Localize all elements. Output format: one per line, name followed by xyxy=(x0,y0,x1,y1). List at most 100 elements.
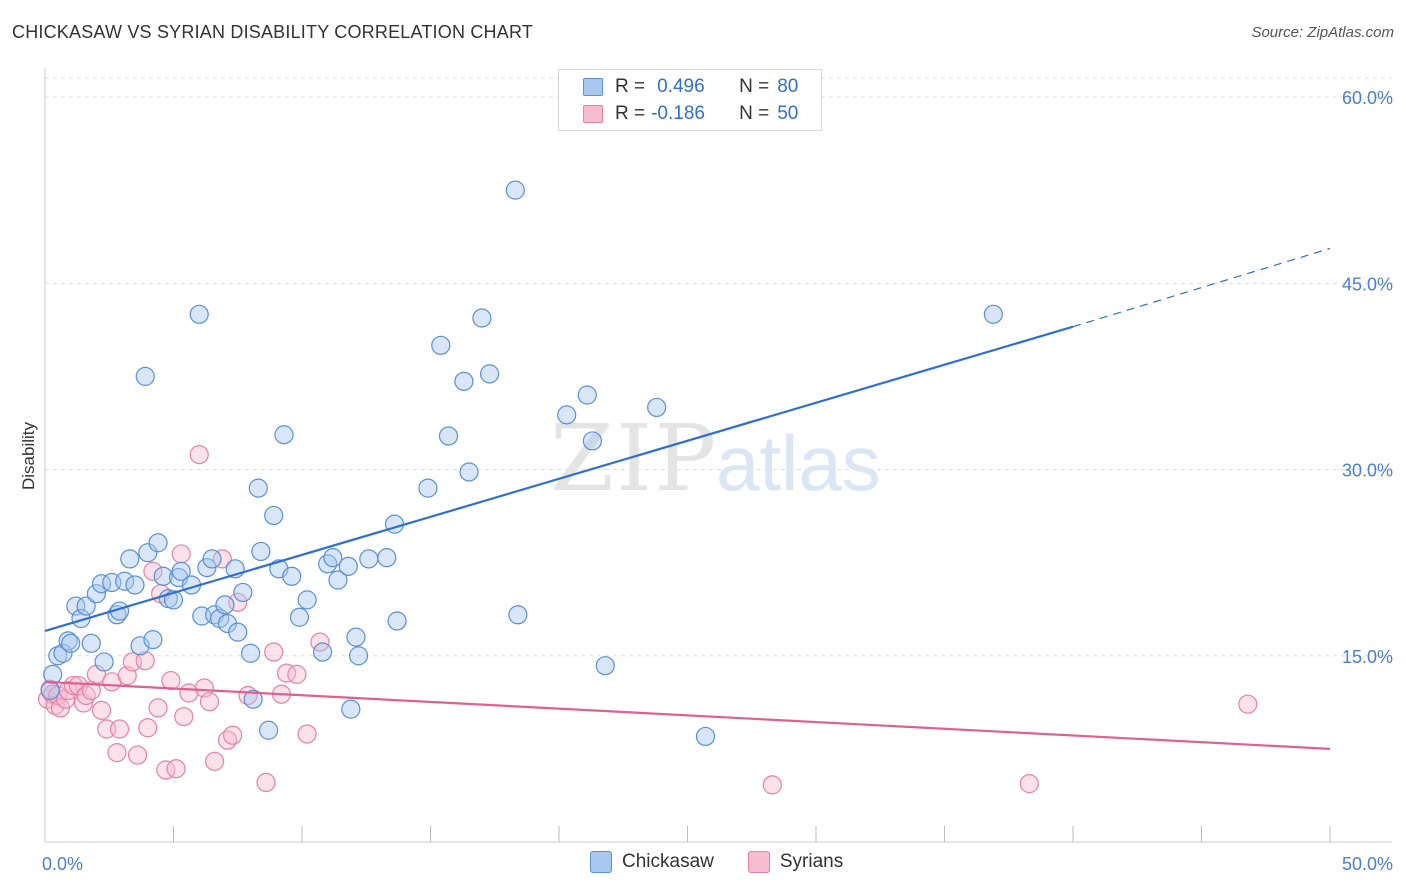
chickasaw-point xyxy=(983,304,1003,324)
chickasaw-point xyxy=(346,627,366,647)
legend-row-syrians: R = -0.186 N = 50 xyxy=(583,102,798,126)
bottom-legend: Chickasaw Syrians xyxy=(590,851,877,873)
chickasaw-point xyxy=(258,720,279,740)
syrians-point xyxy=(156,760,176,780)
x-tick-labels: 0.0% 50.0% xyxy=(42,854,1393,874)
chickasaw-point xyxy=(91,574,112,594)
chickasaw-point xyxy=(48,646,68,666)
syrians-point xyxy=(238,685,258,706)
syrians-point xyxy=(256,772,276,793)
chickasaw-point xyxy=(297,590,317,610)
chickasaw-point xyxy=(387,611,407,631)
y-tick-labels: 15.0% 30.0% 45.0% 60.0% xyxy=(1342,88,1393,667)
y-tick-label: 30.0% xyxy=(1342,461,1393,481)
syrians-point xyxy=(297,724,317,744)
syrians-point xyxy=(161,670,181,691)
chickasaw-point xyxy=(163,590,184,610)
syrians-trend-line xyxy=(44,680,1331,750)
x-tick-label: 50.0% xyxy=(1342,854,1393,874)
chickasaw-point xyxy=(135,366,155,386)
chickasaw-point xyxy=(53,643,73,663)
chickasaw-point xyxy=(582,431,603,451)
chickasaw-point xyxy=(289,607,310,627)
syrians-point xyxy=(212,549,232,569)
syrians-point xyxy=(68,675,89,696)
chickasaw-point xyxy=(233,582,253,603)
chickasaw-point xyxy=(323,548,343,568)
chickasaw-point xyxy=(577,385,597,405)
legend-r-value: 0.496 xyxy=(657,76,705,97)
chickasaw-point xyxy=(138,543,158,563)
syrians-point xyxy=(127,745,148,765)
chickasaw-point xyxy=(480,364,500,384)
syrians-point xyxy=(174,706,194,727)
bottom-legend-syrians: Syrians xyxy=(747,851,844,873)
chickasaw-point xyxy=(438,426,459,446)
chickasaw-point xyxy=(66,596,86,616)
syrians-point xyxy=(91,700,112,720)
chickasaw-point xyxy=(508,605,528,625)
chickasaw-point xyxy=(120,549,140,569)
legend-n-label: N = xyxy=(739,76,770,97)
chickasaw-point xyxy=(348,646,369,666)
watermark-atlas: atlas xyxy=(716,419,881,507)
chickasaw-point xyxy=(125,575,145,595)
syrians-point xyxy=(1238,694,1258,714)
syrians-point xyxy=(264,642,284,662)
chickasaw-point xyxy=(454,371,474,391)
chickasaw-point xyxy=(228,622,248,642)
bottom-legend-syrians-label: Syrians xyxy=(779,851,844,872)
chickasaw-point xyxy=(143,630,163,650)
y-tick-label: 15.0% xyxy=(1342,647,1393,667)
chickasaw-trend-extension xyxy=(1072,247,1331,328)
chickasaw-point xyxy=(189,304,209,324)
chickasaw-trend-line xyxy=(44,325,1074,632)
axes xyxy=(44,68,1392,843)
chickasaw-point xyxy=(338,556,358,576)
gridlines xyxy=(45,77,1392,657)
chickasaw-point xyxy=(328,570,348,590)
x-tick-label: 0.0% xyxy=(42,854,83,874)
chickasaw-point xyxy=(312,642,333,662)
chickasaw-point xyxy=(431,335,451,355)
syrians-point xyxy=(143,561,163,581)
bottom-legend-chickasaw-label: Chickasaw xyxy=(622,851,714,872)
chickasaw-swatch xyxy=(583,78,603,96)
trend-lines xyxy=(44,247,1331,750)
syrians-swatch xyxy=(747,851,770,873)
chickasaw-point xyxy=(241,643,261,663)
chickasaw-point xyxy=(40,680,60,701)
chickasaw-point xyxy=(359,549,379,569)
chickasaw-point xyxy=(282,566,302,586)
syrians-point xyxy=(223,725,243,745)
syrians-point xyxy=(107,742,127,763)
syrians-point xyxy=(135,651,155,671)
legend-n-label: N = xyxy=(739,103,770,124)
y-tick-label: 45.0% xyxy=(1342,274,1393,294)
chickasaw-point xyxy=(43,664,63,684)
syrians-swatch xyxy=(583,105,603,123)
syrians-point xyxy=(287,664,307,684)
chickasaw-point xyxy=(647,397,667,418)
legend-n-value: 80 xyxy=(777,76,799,97)
y-tick-label: 60.0% xyxy=(1342,88,1393,108)
chickasaw-point xyxy=(61,633,81,653)
chickasaw-point xyxy=(153,566,173,586)
syrians-point xyxy=(189,445,209,465)
chickasaw-point xyxy=(251,541,271,562)
syrians-point xyxy=(166,759,186,779)
legend-r-label: R = xyxy=(615,103,646,124)
chickasaw-point xyxy=(248,478,268,498)
chickasaw-points xyxy=(40,180,1003,747)
chickasaw-point xyxy=(418,478,438,498)
chart-title: CHICKASAW VS SYRIAN DISABILITY CORRELATI… xyxy=(12,22,534,42)
legend-r-value: -0.186 xyxy=(651,103,705,124)
chickasaw-point xyxy=(171,561,191,581)
chickasaw-point xyxy=(81,633,101,653)
syrians-point xyxy=(138,718,158,738)
chickasaw-point xyxy=(94,652,114,672)
syrians-point xyxy=(205,751,225,771)
chickasaw-point xyxy=(595,656,615,676)
chickasaw-point xyxy=(115,571,135,591)
syrians-point xyxy=(63,675,83,696)
